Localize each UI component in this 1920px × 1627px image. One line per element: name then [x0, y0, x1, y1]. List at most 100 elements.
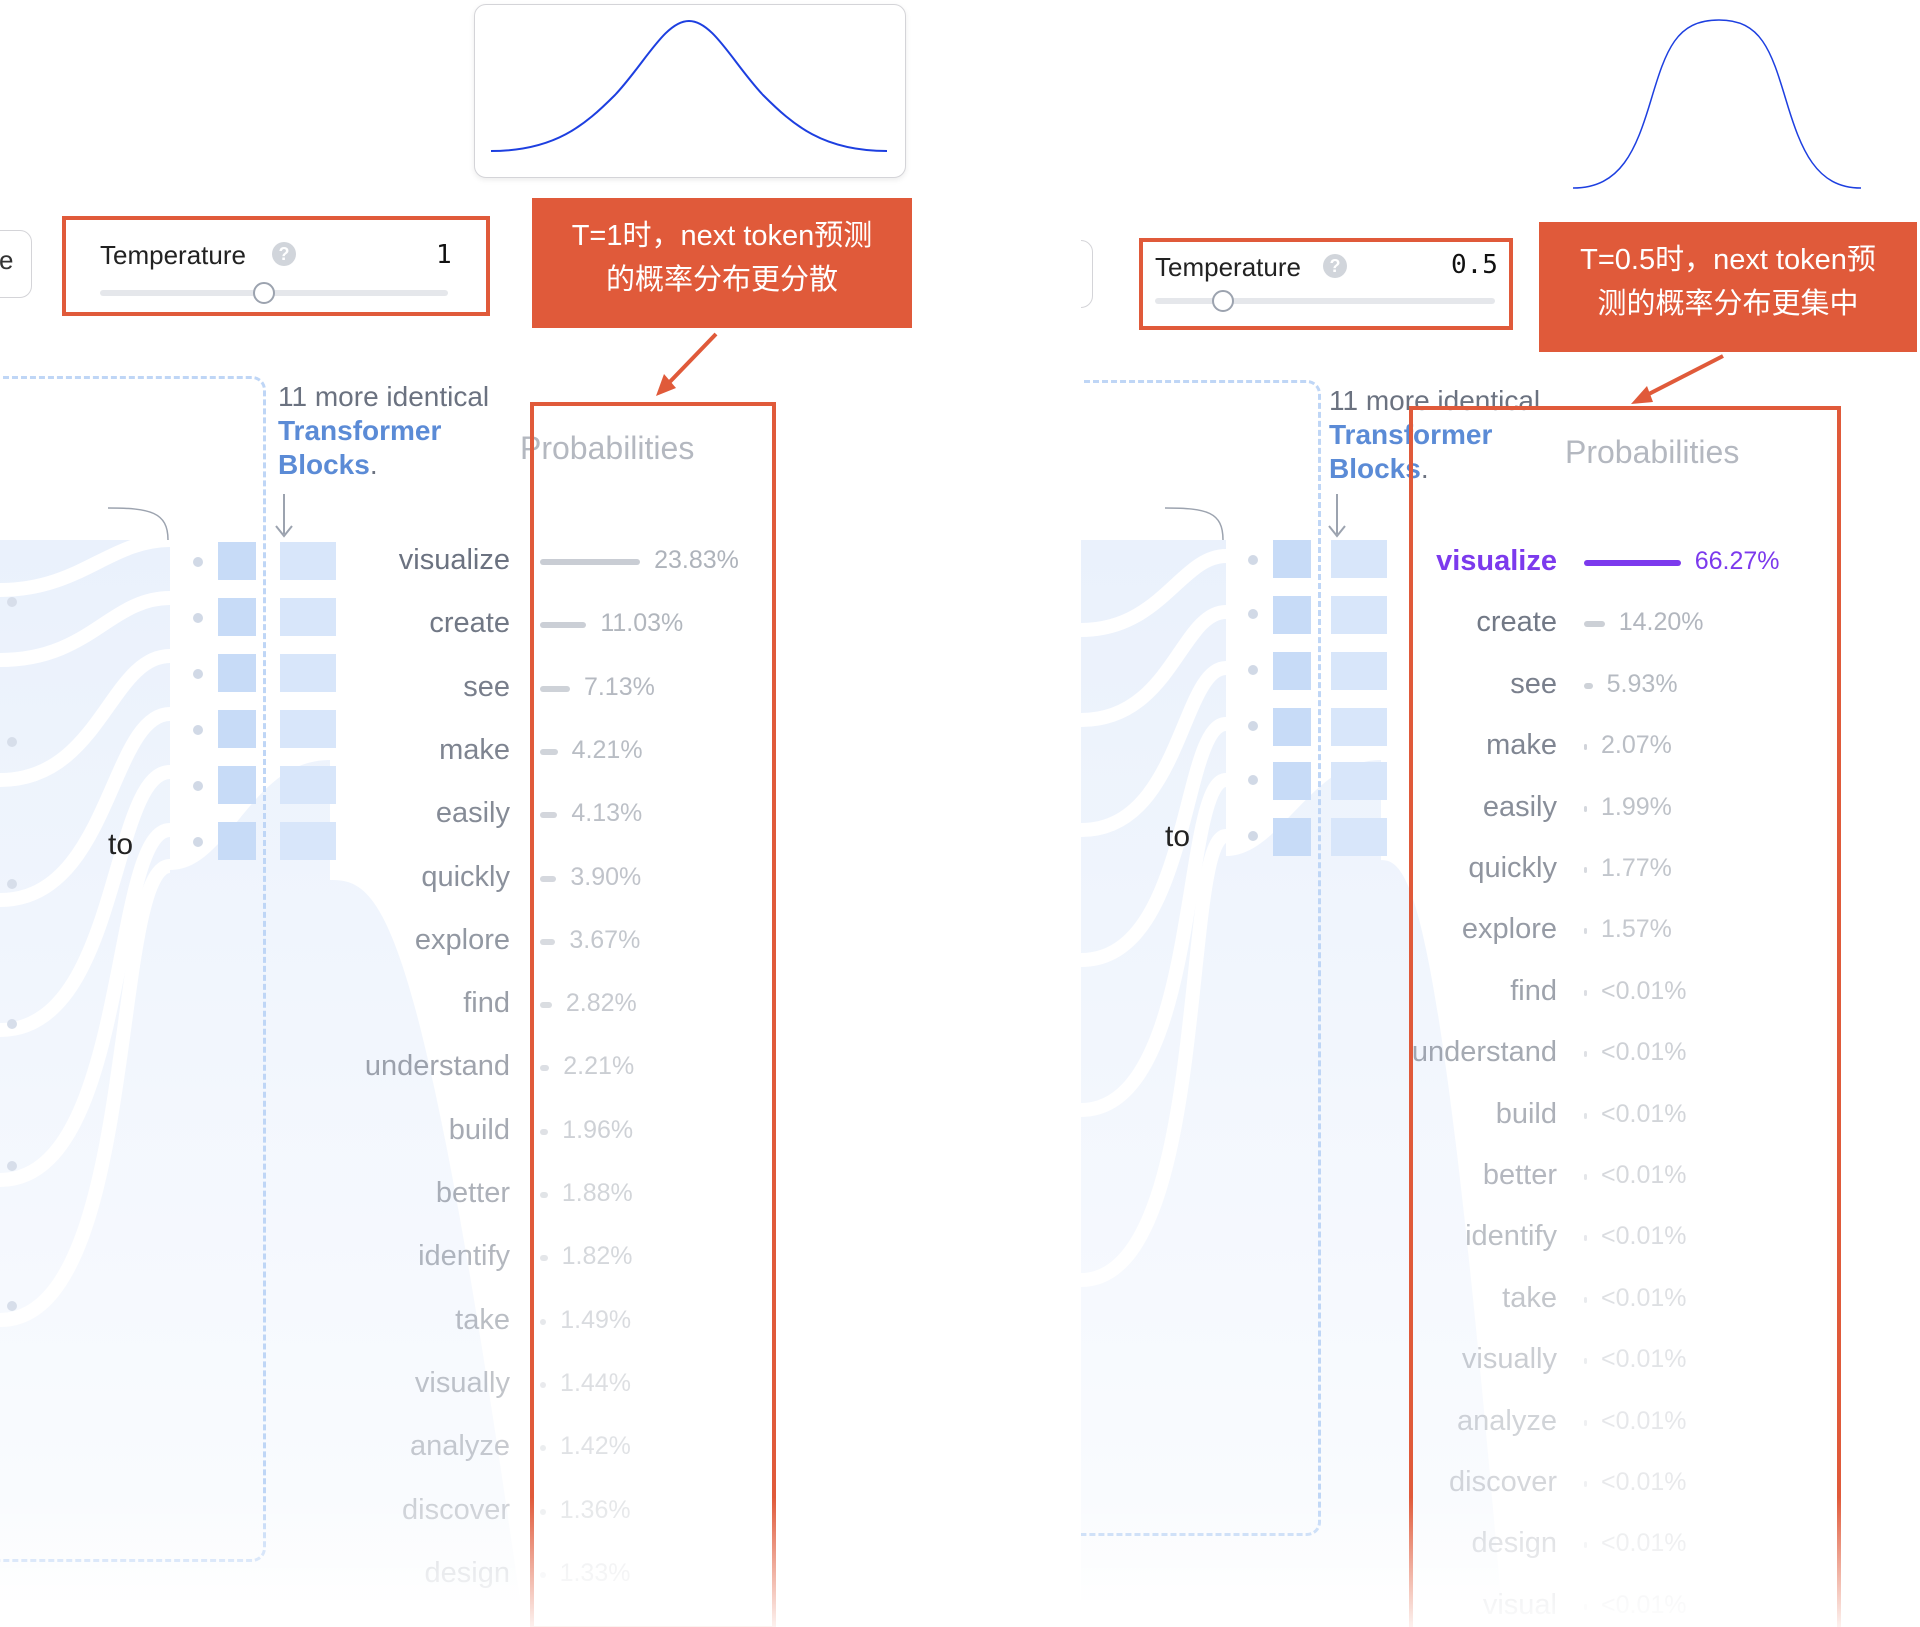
transformer-blocks-link[interactable]: Blocks — [278, 449, 370, 480]
probability-value: <0.01% — [1601, 1468, 1687, 1496]
probability-value: 1.96% — [562, 1115, 634, 1144]
probability-word: identify — [418, 1240, 510, 1273]
probability-bar — [1584, 1419, 1587, 1426]
probability-word: analyze — [410, 1430, 510, 1463]
probability-value: 7.13% — [583, 672, 655, 701]
probability-value: 3.90% — [570, 862, 642, 891]
probability-word: understand — [364, 1050, 510, 1083]
probability-word: build — [1495, 1097, 1557, 1130]
transformer-block-container — [1081, 380, 1321, 1536]
probability-word: visually — [1461, 1343, 1557, 1376]
probability-value: 2.21% — [563, 1052, 635, 1081]
annotation-callout-line: 的概率分布更分散 — [605, 264, 838, 296]
more-blocks-note: 11 more identical Transformer Blocks. — [1329, 384, 1540, 486]
token-flow-graphic — [1081, 19, 1862, 1600]
panel-temperature-1: e Temperature ? 1 T=1时，next token预测 的概率分… — [0, 4, 1035, 1627]
temperature-control: Temperature ? 1 — [62, 216, 490, 316]
probability-word: build — [448, 1113, 510, 1146]
cut-off-control[interactable] — [1081, 240, 1093, 308]
help-icon[interactable]: ? — [272, 242, 296, 266]
probability-word: create — [429, 607, 510, 640]
probability-word: explore — [414, 923, 510, 956]
probability-word: make — [1486, 729, 1557, 762]
help-icon[interactable]: ? — [1323, 254, 1347, 278]
probability-value: 14.20% — [1618, 608, 1704, 637]
probability-word: discover — [1449, 1466, 1557, 1498]
temperature-label: Temperature — [100, 240, 246, 270]
probability-word: see — [1510, 667, 1557, 700]
distribution-curve-card — [474, 4, 906, 178]
temperature-value: 0.5 — [1451, 250, 1498, 280]
transformer-blocks-link[interactable]: Blocks — [1329, 453, 1421, 484]
probability-bar — [540, 812, 558, 819]
probability-word: better — [435, 1177, 510, 1209]
probability-bar — [540, 685, 570, 692]
probability-value: <0.01% — [1601, 1222, 1687, 1251]
probability-bar — [1584, 867, 1587, 873]
probability-value: 23.83% — [654, 546, 739, 574]
probability-bar — [1584, 1174, 1587, 1180]
annotation-callout-line: T=0.5时，next token预 — [1580, 244, 1876, 276]
temperature-control: Temperature ? 0.5 — [1139, 238, 1513, 330]
transformer-blocks-link[interactable]: Transformer — [278, 415, 442, 446]
annotation-callout-line: 测的概率分布更集中 — [1597, 288, 1859, 320]
probability-bar — [1584, 1112, 1587, 1119]
probability-bar — [1584, 1358, 1587, 1365]
probability-value: 1.42% — [559, 1432, 631, 1461]
distribution-curve — [1572, 19, 1862, 189]
probability-word: better — [1482, 1159, 1557, 1191]
probability-word: visually — [414, 1366, 510, 1399]
probability-word: easily — [435, 797, 510, 830]
probability-value: 4.13% — [571, 799, 643, 828]
probability-value: 1.57% — [1601, 915, 1672, 944]
panel-temperature-0-5: Temperature ? 0.5 T=0.5时，next token预 测的概… — [1081, 0, 1920, 1627]
probability-bar — [540, 1192, 548, 1198]
probability-bar — [1584, 805, 1587, 812]
highlight-box — [530, 402, 776, 1627]
annotation-callout: T=0.5时，next token预 测的概率分布更集中 — [1539, 222, 1917, 352]
probability-value: <0.01% — [1601, 1161, 1687, 1189]
probability-bar — [1584, 989, 1587, 996]
probability-word: identify — [1465, 1220, 1557, 1253]
cut-off-control[interactable]: e — [0, 230, 32, 298]
probability-bar — [540, 622, 587, 629]
probabilities-title: Probabilities — [520, 430, 695, 466]
probability-value: 1.88% — [561, 1179, 633, 1207]
probability-word: quickly — [1468, 852, 1557, 884]
probability-value: <0.01% — [1601, 1099, 1687, 1128]
probability-value: <0.01% — [1601, 1345, 1687, 1374]
transformer-block-container — [0, 376, 266, 1562]
probability-bar — [540, 875, 557, 882]
probability-bar — [540, 1255, 548, 1262]
probability-value: 1.44% — [560, 1368, 631, 1397]
probability-word: see — [463, 670, 510, 703]
probability-word: take — [455, 1303, 510, 1336]
probability-bar — [1584, 1051, 1587, 1058]
probability-bar — [540, 1318, 547, 1325]
probability-word: visualize — [1436, 545, 1557, 577]
probability-bar — [1584, 928, 1587, 935]
cut-off-control-text: e — [0, 245, 14, 275]
probability-bar — [540, 1128, 549, 1135]
more-blocks-suffix: . — [1420, 453, 1429, 484]
temperature-slider-thumb[interactable] — [252, 282, 275, 304]
probability-value: <0.01% — [1601, 1038, 1687, 1067]
probability-value: 5.93% — [1606, 669, 1678, 698]
probability-bar — [1584, 1296, 1587, 1303]
probability-bar — [540, 1445, 546, 1452]
probability-word: create — [1476, 606, 1557, 639]
temperature-slider-thumb[interactable] — [1212, 290, 1234, 312]
temperature-slider-track[interactable] — [1155, 298, 1495, 304]
probability-value: <0.01% — [1601, 1406, 1687, 1435]
token-flow-graphic — [0, 332, 718, 1600]
probability-bar — [1584, 560, 1681, 566]
probability-bar — [540, 1381, 547, 1388]
more-blocks-note: 11 more identical Transformer Blocks. — [278, 380, 489, 482]
probability-word: understand — [1411, 1036, 1557, 1069]
probability-value: 2.82% — [565, 989, 637, 1018]
probability-bar — [540, 748, 558, 755]
temperature-value: 1 — [436, 240, 452, 270]
highlight-box — [1409, 406, 1841, 1627]
fade-overlay — [0, 1497, 1035, 1627]
probability-word: find — [1510, 974, 1557, 1007]
